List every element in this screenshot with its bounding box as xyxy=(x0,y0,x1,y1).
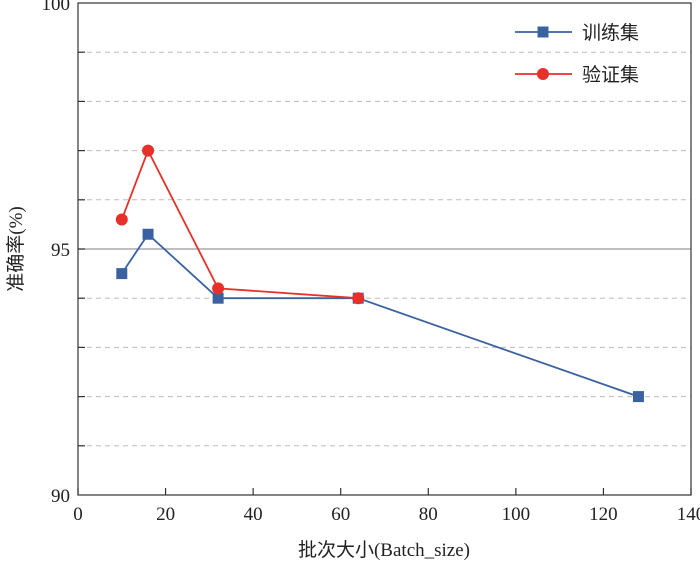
x-tick-label: 120 xyxy=(589,504,618,525)
series-validation xyxy=(116,145,364,305)
y-tick-label: 90 xyxy=(51,486,70,507)
series-line xyxy=(122,234,639,396)
y-tick-label: 95 xyxy=(51,240,70,261)
data-point-square xyxy=(143,229,154,240)
x-tick-label: 100 xyxy=(502,504,531,525)
x-tick-label: 0 xyxy=(73,504,83,525)
grid-lines xyxy=(78,52,691,446)
x-tick-label: 60 xyxy=(331,504,350,525)
data-point-circle xyxy=(142,145,154,157)
legend-item: 验证集 xyxy=(515,64,639,86)
data-point-square xyxy=(633,391,644,402)
data-point-circle xyxy=(352,292,364,304)
x-tick-label: 40 xyxy=(244,504,263,525)
y-axis-label: 准确率(%) xyxy=(5,206,27,291)
series-group xyxy=(116,145,644,403)
data-point-square xyxy=(116,268,127,279)
data-point-circle xyxy=(212,282,224,294)
series-line xyxy=(122,151,358,299)
x-axis-label: 批次大小(Batch_size) xyxy=(298,539,470,561)
legend-label: 验证集 xyxy=(582,64,639,86)
data-point-circle xyxy=(116,213,128,225)
data-point-square xyxy=(538,27,549,38)
x-tick-label: 20 xyxy=(156,504,175,525)
x-tick-label: 80 xyxy=(419,504,438,525)
data-point-circle xyxy=(537,68,549,80)
series-train xyxy=(116,229,644,402)
legend-label: 训练集 xyxy=(582,22,639,44)
x-tick-label: 140 xyxy=(677,504,700,525)
y-tick-label: 100 xyxy=(42,0,71,15)
legend-item: 训练集 xyxy=(515,22,639,44)
